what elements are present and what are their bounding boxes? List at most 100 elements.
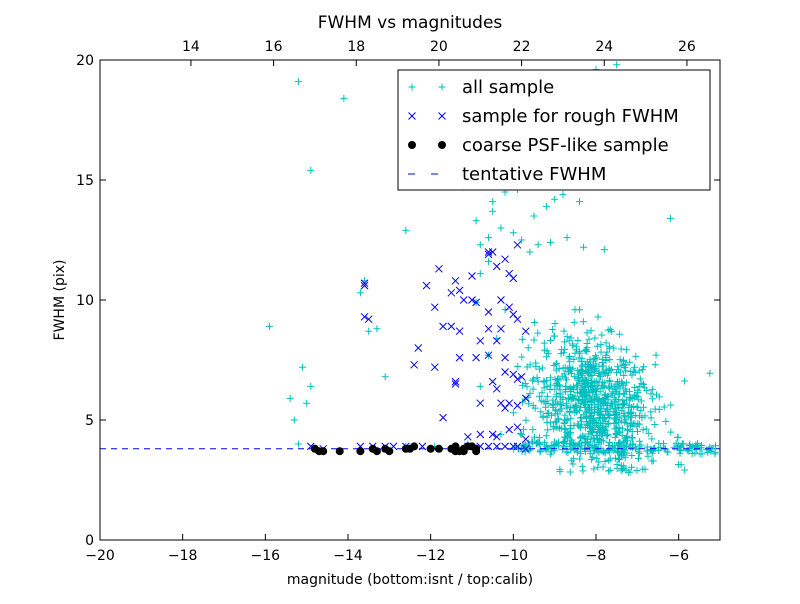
- all-sample-point: [563, 376, 571, 384]
- all-sample-point: [711, 448, 719, 456]
- all-sample-point: [597, 398, 605, 406]
- all-sample-point: [584, 421, 592, 429]
- all-sample-point: [628, 463, 636, 471]
- rough-fwhm-point: [447, 322, 456, 331]
- all-sample-point: [522, 416, 530, 424]
- all-sample-point: [660, 440, 668, 448]
- all-sample-point: [647, 408, 655, 416]
- all-sample-point: [663, 448, 671, 456]
- legend-item: coarse PSF-like sample: [408, 135, 669, 156]
- all-sample-point: [613, 378, 621, 386]
- all-sample-point: [601, 427, 609, 435]
- all-sample-point: [516, 429, 524, 437]
- all-sample-point: [618, 379, 626, 387]
- all-sample-point: [562, 434, 570, 442]
- legend-label: sample for rough FWHM: [462, 106, 679, 127]
- y-tick-label: 0: [85, 533, 94, 549]
- rough-fwhm-point: [492, 432, 501, 441]
- all-sample-point: [535, 392, 543, 400]
- series-rough-fwhm: [306, 240, 530, 453]
- rough-fwhm-point: [418, 442, 427, 451]
- all-sample-point: [583, 389, 591, 397]
- rough-fwhm-point: [472, 353, 480, 362]
- all-sample-point: [640, 384, 648, 392]
- all-sample-point: [476, 382, 484, 390]
- all-sample-point: [601, 382, 609, 390]
- all-sample-point: [600, 415, 608, 423]
- all-sample-point: [556, 407, 564, 415]
- all-sample-point: [587, 327, 595, 335]
- all-sample-point: [583, 344, 591, 352]
- all-sample-point: [565, 408, 573, 415]
- all-sample-point: [553, 390, 561, 398]
- all-sample-point: [576, 455, 584, 463]
- all-sample-point: [688, 450, 696, 458]
- all-sample-point: [633, 422, 641, 430]
- all-sample-point: [605, 457, 613, 465]
- all-sample-point: [540, 384, 548, 392]
- legend-label: tentative FWHM: [462, 164, 606, 185]
- rough-fwhm-point: [430, 303, 439, 312]
- axis-ticks: −20 −18 −16 −14 −12 −10 −8 −6 0 5 10 15 20 14 16 18 20 22…: [76, 39, 720, 564]
- top-x-tick-label: 24: [595, 39, 613, 55]
- x-tick-label: −14: [333, 548, 363, 564]
- all-sample-point: [608, 327, 616, 335]
- all-sample-point: [634, 455, 642, 463]
- all-sample-point: [597, 348, 605, 356]
- rough-fwhm-point: [497, 296, 505, 304]
- all-sample-point: [623, 420, 631, 428]
- all-sample-point: [552, 366, 560, 374]
- all-sample-point: [547, 419, 555, 427]
- all-sample-point: [485, 258, 493, 266]
- all-sample-point: [307, 382, 315, 390]
- all-sample-point: [651, 361, 659, 369]
- rough-fwhm-point: [476, 399, 485, 408]
- all-sample-point: [592, 420, 600, 428]
- rough-fwhm-point: [492, 262, 501, 271]
- rough-fwhm-point: [513, 240, 522, 249]
- all-sample-point: [575, 406, 583, 414]
- all-sample-point: [674, 433, 682, 441]
- x-tick-label: −6: [668, 548, 689, 564]
- all-sample-point: [543, 392, 551, 400]
- rough-fwhm-point: [451, 377, 460, 386]
- all-sample-point: [584, 439, 592, 447]
- all-sample-point: [587, 372, 595, 380]
- all-sample-point: [622, 367, 630, 375]
- all-sample-point: [706, 443, 714, 451]
- rough-fwhm-point: [501, 368, 509, 376]
- all-sample-point: [638, 366, 646, 374]
- coarse-psf-point: [426, 444, 435, 453]
- all-sample-point: [558, 401, 566, 409]
- all-sample-point: [598, 428, 606, 436]
- all-sample-point: [586, 358, 594, 366]
- all-sample-point: [629, 367, 637, 375]
- all-sample-point: [697, 444, 705, 452]
- all-sample-point: [536, 448, 544, 456]
- all-sample-point: [564, 416, 572, 424]
- all-sample-point: [549, 326, 557, 334]
- all-sample-point: [636, 375, 644, 383]
- legend-item: all sample: [408, 77, 554, 98]
- all-sample-point: [299, 363, 307, 371]
- all-sample-point: [575, 371, 583, 379]
- all-sample-point: [667, 401, 675, 409]
- all-sample-point: [611, 441, 619, 449]
- all-sample-point: [593, 454, 601, 462]
- all-sample-point: [570, 372, 578, 380]
- all-sample-point: [563, 333, 571, 341]
- rough-fwhm-point: [484, 250, 493, 259]
- all-sample-point: [365, 327, 373, 335]
- coarse-psf-point: [410, 442, 419, 451]
- all-sample-point: [549, 400, 557, 408]
- all-sample-point: [601, 457, 609, 465]
- rough-fwhm-point: [505, 425, 514, 434]
- all-sample-point: [620, 371, 628, 379]
- all-sample-point: [585, 406, 593, 414]
- all-sample-point: [600, 246, 608, 254]
- all-sample-point: [524, 393, 532, 401]
- all-sample-point: [546, 374, 554, 382]
- all-sample-point: [635, 367, 643, 375]
- rough-fwhm-point: [455, 327, 464, 336]
- coarse-psf-point: [356, 447, 365, 456]
